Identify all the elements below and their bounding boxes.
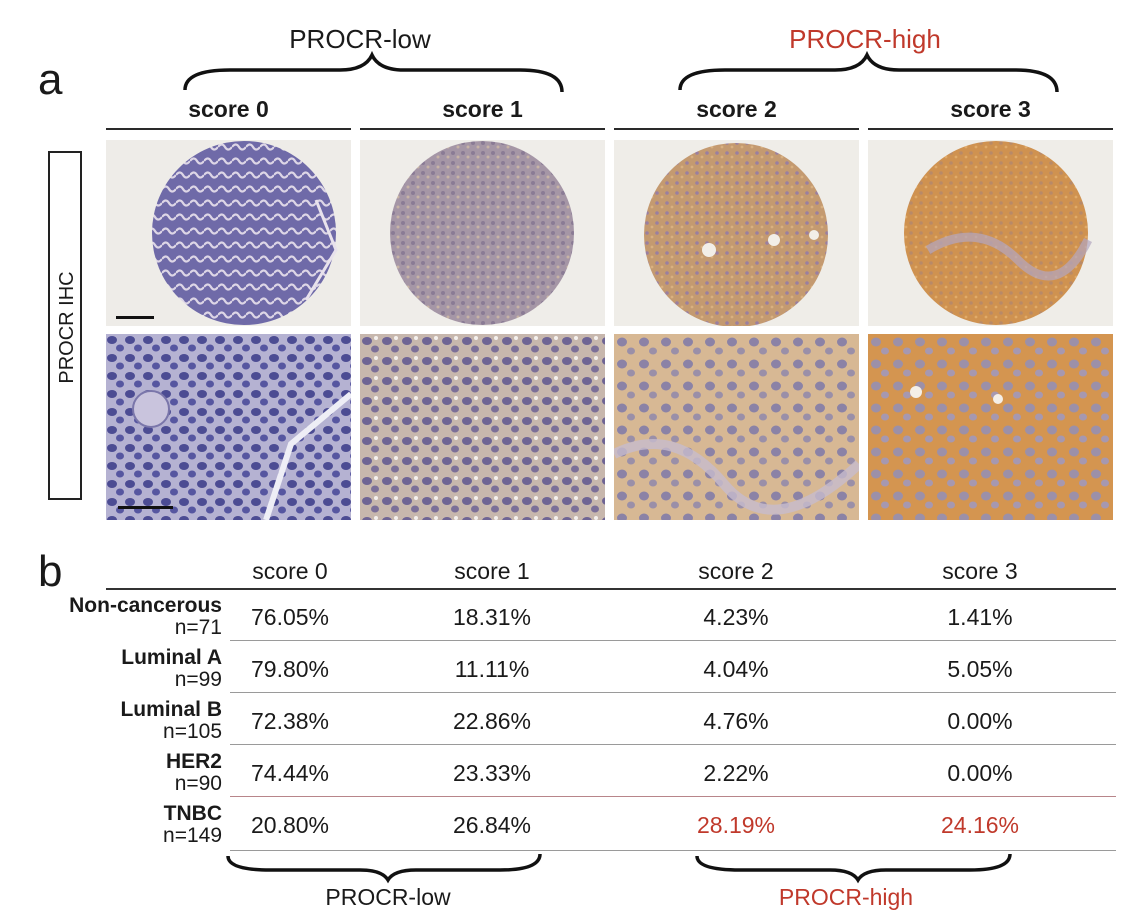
row-divider [230,692,1116,693]
row-divider [230,640,1116,641]
row-n-luminal-b: n=105 [163,720,222,743]
row-n-non-cancerous: n=71 [174,616,222,639]
panel-a-letter: a [38,55,63,104]
table-cell: 5.05% [947,656,1013,682]
row-name-luminal-a: Luminal A [121,646,222,669]
scale-bar-bottom [118,506,173,509]
score-2-header: score 2 [696,96,777,122]
row-divider [230,796,1116,797]
table-cell-highlight: 28.19% [696,812,775,838]
table-cell: 76.05% [250,604,329,630]
procr-high-label-top: PROCR-high [789,24,941,54]
score-3-rule [868,128,1113,130]
tma-core-score-0 [106,140,351,326]
row-name-tnbc: TNBC [163,802,222,825]
score-1-rule [360,128,605,130]
procr-low-label-top: PROCR-low [289,24,431,54]
table-col-score-1: score 1 [454,558,530,584]
row-n-her2: n=90 [174,772,222,795]
table-cell: 0.00% [947,708,1013,734]
table-cell: 74.44% [250,760,329,786]
row-name-her2: HER2 [165,750,222,773]
hpf-score-2 [614,334,859,520]
table-cell: 1.41% [947,604,1013,630]
table-cell-highlight: 24.16% [940,812,1019,838]
hpf-score-1 [360,334,605,520]
procr-high-label-bottom: PROCR-high [778,884,914,910]
table-cell: 4.76% [703,708,769,734]
hpf-score-0 [106,334,351,520]
bottom-braces [226,853,1012,884]
score-2-rule [614,128,859,130]
tma-core-score-3 [868,140,1113,326]
row-name-non-cancerous: Non-cancerous [69,594,222,617]
row-divider [230,744,1116,745]
panel-b-letter: b [38,547,63,596]
table-col-score-3: score 3 [942,558,1018,584]
table-cell: 4.04% [703,656,769,682]
table-cell: 18.31% [452,604,531,630]
table-cell: 20.80% [250,812,329,838]
score-0-rule [106,128,351,130]
hpf-score-3 [868,334,1113,520]
table-cell: 23.33% [452,760,531,786]
score-0-header: score 0 [188,96,269,122]
table-cell: 2.22% [703,760,769,786]
table-cell: 26.84% [452,812,531,838]
table-bottom-rule [230,850,1116,851]
table-cell: 11.11% [454,656,530,682]
score-3-header: score 3 [950,96,1031,122]
procr-low-label-bottom: PROCR-low [325,884,451,910]
tma-core-score-2 [614,140,859,326]
score-1-header: score 1 [442,96,523,122]
procr-ihc-row-label-box: PROCR IHC [48,151,82,500]
scale-bar-top [116,316,154,319]
row-name-luminal-b: Luminal B [120,698,222,721]
row-n-tnbc: n=149 [163,824,222,847]
table-cell: 0.00% [947,760,1013,786]
procr-ihc-row-label: PROCR IHC [56,271,78,384]
table-cell: 72.38% [250,708,329,734]
table-cell: 79.80% [250,656,329,682]
tma-core-score-1 [360,140,605,326]
table-cell: 22.86% [452,708,531,734]
table-cell: 4.23% [703,604,769,630]
table-header-rule [106,588,1116,590]
row-n-luminal-a: n=99 [174,668,222,691]
table-col-score-0: score 0 [252,558,328,584]
top-braces [183,50,1059,93]
table-col-score-2: score 2 [698,558,774,584]
